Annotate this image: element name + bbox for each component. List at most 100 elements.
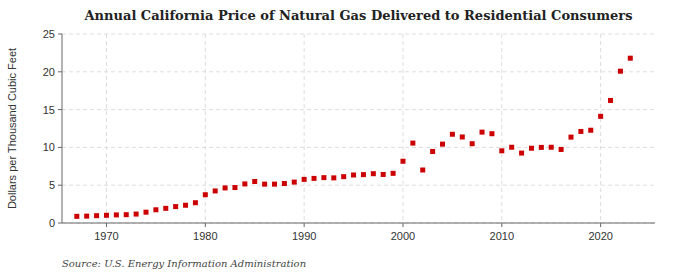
point	[460, 134, 465, 139]
tick-mark	[58, 109, 62, 110]
point	[361, 172, 366, 177]
point	[173, 204, 178, 209]
point	[292, 180, 297, 185]
point	[588, 128, 593, 133]
tick-label: 2010	[490, 230, 514, 242]
point	[489, 131, 494, 136]
tick-mark	[58, 71, 62, 72]
grid-line	[62, 71, 655, 72]
tick-label: 1980	[193, 230, 217, 242]
grid-line	[62, 185, 655, 186]
point	[450, 132, 455, 137]
grid-line	[402, 34, 403, 223]
tick-label: 2000	[391, 230, 415, 242]
chart: Annual California Price of Natural Gas D…	[0, 0, 675, 275]
tick-mark	[304, 223, 305, 227]
point	[578, 129, 583, 134]
point	[183, 203, 188, 208]
tick-mark	[501, 223, 502, 227]
point	[153, 207, 158, 212]
grid-line	[501, 34, 502, 223]
tick-mark	[402, 223, 403, 227]
point	[272, 182, 277, 187]
point	[410, 141, 415, 146]
point	[381, 172, 386, 177]
tick-label: 10	[43, 141, 55, 153]
point	[470, 141, 475, 146]
y-axis-line	[62, 34, 63, 223]
tick-label: 0	[49, 217, 55, 229]
tick-label: 25	[43, 28, 55, 40]
point	[302, 177, 307, 182]
point	[371, 171, 376, 176]
point	[598, 114, 603, 119]
y-axis-label: Dollars per Thousand Cubic Feet	[6, 48, 18, 209]
point	[331, 175, 336, 180]
point	[559, 147, 564, 152]
point	[420, 168, 425, 173]
point	[312, 176, 317, 181]
point	[252, 179, 257, 184]
point	[529, 146, 534, 151]
grid-line	[62, 147, 655, 148]
point	[94, 213, 99, 218]
point	[499, 148, 504, 153]
tick-label: 15	[43, 104, 55, 116]
point	[144, 210, 149, 215]
point	[203, 192, 208, 197]
point	[134, 212, 139, 217]
point	[549, 145, 554, 150]
point	[223, 185, 228, 190]
point	[193, 200, 198, 205]
point	[618, 69, 623, 74]
tick-mark	[600, 223, 601, 227]
annotation: Source: U.S. Energy Information Administ…	[62, 258, 306, 269]
point	[242, 181, 247, 186]
point	[430, 149, 435, 154]
point	[519, 151, 524, 156]
point	[84, 214, 89, 219]
point	[509, 145, 514, 150]
tick-mark	[58, 34, 62, 35]
grid-line	[62, 34, 655, 35]
tick-label: 20	[43, 66, 55, 78]
point	[74, 214, 79, 219]
tick-mark	[58, 223, 62, 224]
tick-label: 1970	[94, 230, 118, 242]
tick-mark	[58, 147, 62, 148]
point	[440, 142, 445, 147]
point	[232, 185, 237, 190]
point	[351, 172, 356, 177]
point	[163, 206, 168, 211]
point	[608, 98, 613, 103]
point	[282, 181, 287, 186]
point	[104, 213, 109, 218]
point	[341, 174, 346, 179]
point	[539, 145, 544, 150]
point	[480, 130, 485, 135]
tick-mark	[58, 185, 62, 186]
point	[262, 182, 267, 187]
title: Annual California Price of Natural Gas D…	[84, 8, 633, 23]
grid-line	[304, 34, 305, 223]
point	[321, 175, 326, 180]
grid-line	[62, 223, 655, 224]
tick-label: 2020	[588, 230, 612, 242]
axes: 0510152025197019801990200020102020	[43, 28, 655, 242]
tick-label: 5	[49, 179, 55, 191]
grid	[62, 34, 655, 223]
x-axis-line	[62, 223, 655, 224]
tick-mark	[106, 223, 107, 227]
grid-line	[106, 34, 107, 223]
background	[0, 0, 675, 275]
grid-line	[600, 34, 601, 223]
tick-mark	[205, 223, 206, 227]
point	[213, 188, 218, 193]
point	[400, 159, 405, 164]
point	[391, 171, 396, 176]
points	[74, 56, 632, 219]
point	[114, 212, 119, 217]
point	[568, 135, 573, 140]
point	[628, 56, 633, 61]
point	[124, 212, 129, 217]
